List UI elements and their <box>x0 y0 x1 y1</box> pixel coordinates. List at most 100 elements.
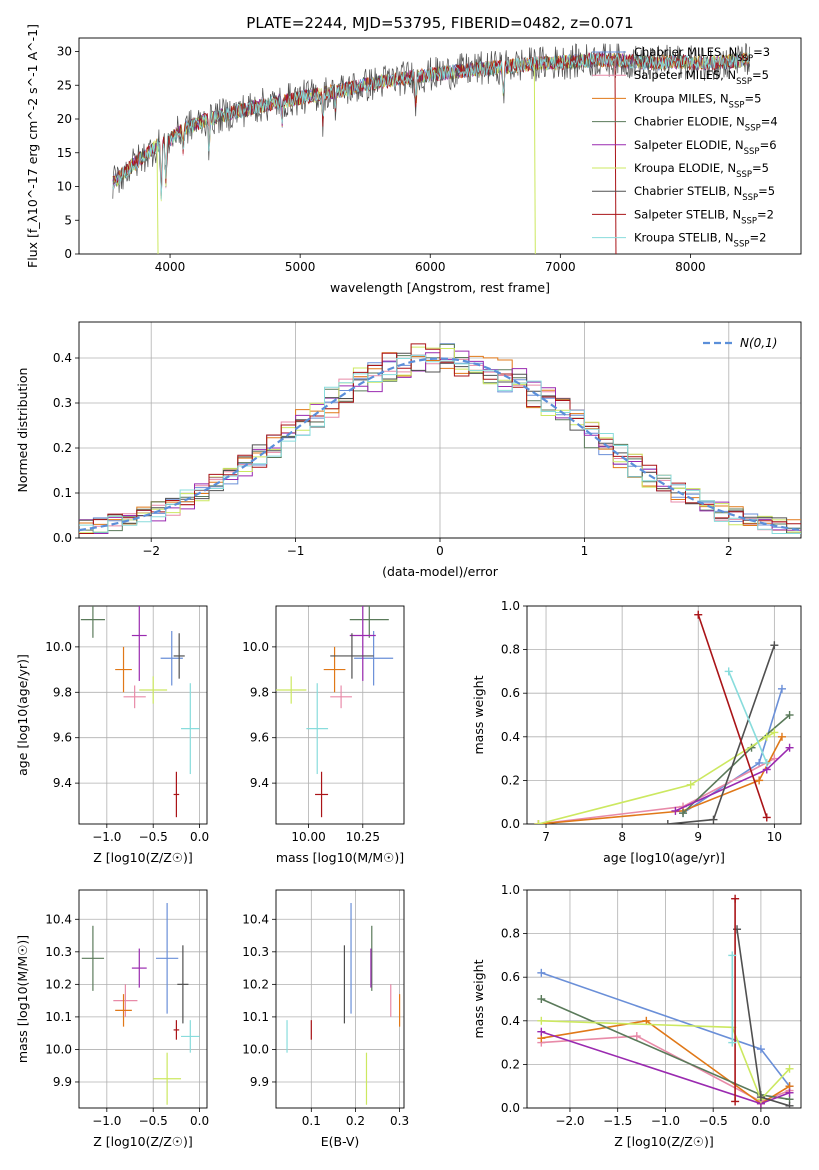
x-axis-label: Z [log10(Z/Z☉)] <box>614 1134 714 1149</box>
series-marker <box>694 610 703 619</box>
y-tick-label: 0.4 <box>501 730 520 744</box>
series-marker <box>733 925 742 934</box>
x-tick-label: −1.0 <box>92 830 121 844</box>
plot-area <box>286 903 401 1105</box>
series-marker <box>534 820 543 824</box>
series-marker <box>728 1038 737 1047</box>
panel-mass-vs-Z: −1.0 −0.5 0.0 9.9 10.0 10.1 10.2 10.3 10.4 Z [log… <box>15 889 209 1149</box>
y-tick-label: 0.2 <box>53 441 72 455</box>
y-tick-label: 25 <box>57 78 72 92</box>
x-axis-label: (data-model)/error <box>382 564 499 579</box>
x-axis-label: E(B-V) <box>321 1134 360 1149</box>
y-axis-label: mass weight <box>471 959 486 1038</box>
y-axis-label: mass [log10(M/M☉)] <box>15 935 30 1063</box>
panel-mass-vs-EBV: 0.1 0.2 0.3 9.9 10.0 10.1 10.2 10.3 10.4 E(B-V) <box>242 889 409 1149</box>
series-marker <box>731 1097 740 1106</box>
x-tick-label: 10.25 <box>346 830 380 844</box>
data-point <box>181 1020 200 1053</box>
series-marker <box>679 809 688 818</box>
x-tick-label: 0.3 <box>390 1114 409 1128</box>
y-axis-label: Normed distribution <box>15 368 30 493</box>
y-tick-label: 10.2 <box>45 977 72 991</box>
series-marker <box>756 1045 765 1054</box>
series-marker <box>785 711 794 719</box>
y-tick-label: 10 <box>57 180 72 194</box>
x-axis-label: wavelength [Angstrom, rest frame] <box>330 280 550 295</box>
plot-area <box>276 606 394 818</box>
y-tick-label: 10.3 <box>45 945 72 959</box>
x-axis-label: age [log10(age/yr)] <box>603 850 725 865</box>
y-tick-label: 20 <box>57 112 72 126</box>
y-tick-label: 10.3 <box>242 945 269 959</box>
series-marker <box>671 806 680 815</box>
series-line <box>541 1020 791 1101</box>
y-tick-label: 9.8 <box>250 685 269 699</box>
x-tick-label: 2 <box>725 544 733 558</box>
y-tick-label: 30 <box>57 45 72 59</box>
legend: N(0,1) <box>703 336 777 350</box>
legend-label: Kroupa STELIB, NSSP=2 <box>634 231 766 250</box>
x-tick-label: 0.1 <box>302 1114 321 1128</box>
series-marker <box>686 780 695 789</box>
x-tick-label: 8000 <box>675 260 706 274</box>
series-line <box>112 51 751 197</box>
y-tick-label: 15 <box>57 146 72 160</box>
data-point <box>276 676 307 704</box>
series-marker <box>537 995 546 1003</box>
y-tick-label: 0.4 <box>501 1014 520 1028</box>
x-tick-label: 1 <box>581 544 589 558</box>
series-marker <box>537 968 546 977</box>
y-tick-label: 0.0 <box>501 817 520 831</box>
series-marker <box>762 732 771 741</box>
data-point <box>131 606 147 681</box>
axes-frame <box>78 321 802 539</box>
y-tick-label: 0.6 <box>501 970 520 984</box>
panel-age-vs-mass: 10.00 10.25 9.4 9.6 9.8 10.0 mass [log10(M/M☉)… <box>242 605 405 865</box>
x-tick-label: 0.2 <box>346 1114 365 1128</box>
y-tick-label: 0.4 <box>53 351 72 365</box>
histogram-step <box>79 354 801 534</box>
legend-label: Chabrier STELIB, NSSP=5 <box>634 184 775 203</box>
y-tick-label: 0.1 <box>53 486 72 500</box>
series-marker <box>537 1027 546 1036</box>
x-tick-label: −0.5 <box>699 1114 728 1128</box>
y-tick-label: 0.0 <box>501 1101 520 1115</box>
y-tick-label: 10.2 <box>242 977 269 991</box>
series-marker <box>663 820 672 824</box>
series-line <box>112 52 751 200</box>
series-marker <box>785 1064 794 1073</box>
y-tick-label: 10.4 <box>45 912 72 926</box>
y-tick-label: 9.9 <box>53 1075 72 1089</box>
series-line <box>736 929 790 1107</box>
data-point <box>173 633 185 679</box>
series-marker <box>642 1016 651 1025</box>
series-line <box>541 1019 790 1105</box>
panel-weight-vs-age: 7 8 9 10 0.0 0.2 0.4 0.6 0.8 1.0 age [log10(age/yr… <box>471 599 802 865</box>
y-tick-label: 0.0 <box>53 531 72 545</box>
x-tick-label: 4000 <box>155 260 186 274</box>
data-point <box>323 646 346 693</box>
spectrum-drop <box>156 145 159 254</box>
axes-frame <box>78 37 802 255</box>
y-tick-label: 0.8 <box>501 643 520 657</box>
y-tick-label: 1.0 <box>501 599 520 613</box>
y-tick-label: 9.6 <box>250 731 269 745</box>
y-tick-label: 9.8 <box>53 685 72 699</box>
figure-title: PLATE=2244, MJD=53795, FIBERID=0482, z=0… <box>246 14 633 32</box>
x-tick-label: 0 <box>436 544 444 558</box>
x-tick-label: −1 <box>287 544 305 558</box>
plot-area <box>537 894 794 1108</box>
y-tick-label: 9.6 <box>53 731 72 745</box>
series-marker <box>762 813 771 822</box>
x-tick-label: −2 <box>142 544 160 558</box>
series-marker <box>755 758 764 767</box>
data-point <box>173 771 180 818</box>
axes-frame <box>526 889 802 1109</box>
x-tick-label: −1.0 <box>651 1114 680 1128</box>
series-marker <box>709 815 718 824</box>
data-point <box>173 1020 180 1040</box>
series-line <box>727 671 768 764</box>
legend-label: Kroupa ELODIE, NSSP=5 <box>634 161 769 180</box>
series-marker <box>777 732 786 741</box>
